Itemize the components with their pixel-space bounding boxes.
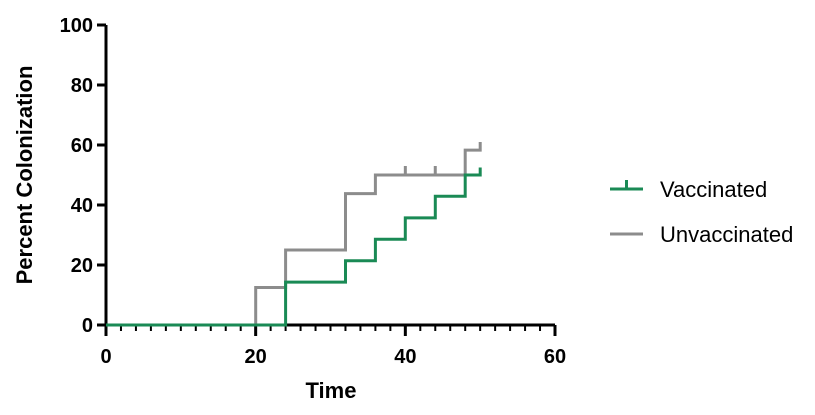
legend-label-vaccinated: Vaccinated xyxy=(660,177,767,202)
legend: Vaccinated Unvaccinated xyxy=(610,177,793,247)
x-axis-label: Time xyxy=(306,378,357,403)
y-tick-label: 40 xyxy=(71,195,93,217)
y-tick-label: 0 xyxy=(82,315,93,337)
y-tick-label: 60 xyxy=(71,135,93,157)
series-line-vaccinated xyxy=(106,167,482,327)
y-tick-label: 80 xyxy=(71,75,93,97)
legend-label-unvaccinated: Unvaccinated xyxy=(660,222,793,247)
x-tick-label: 0 xyxy=(100,346,111,368)
series-layer xyxy=(106,142,482,327)
x-tick-label: 60 xyxy=(544,346,566,368)
series-line-unvaccinated xyxy=(106,142,482,327)
x-tick-label: 20 xyxy=(245,346,267,368)
y-tick-label: 100 xyxy=(60,15,93,37)
y-tick-label: 20 xyxy=(71,255,93,277)
y-axis-label: Percent Colonization xyxy=(12,66,37,285)
x-tick-label: 40 xyxy=(394,346,416,368)
axes: 0 20 40 60 80 100 0 20 40 60 xyxy=(60,15,567,368)
